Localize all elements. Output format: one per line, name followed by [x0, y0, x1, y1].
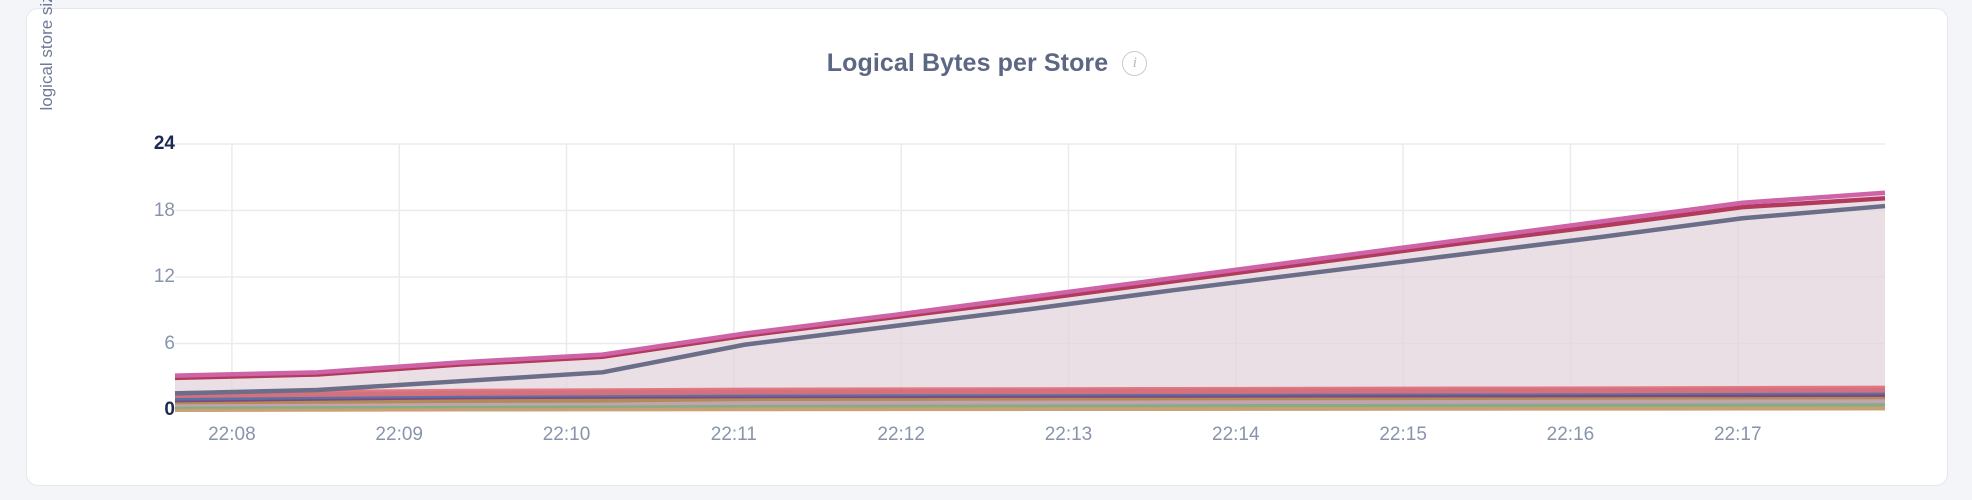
info-icon[interactable]: i	[1122, 51, 1147, 76]
screenshot-root: Logical Bytes per Store i logical store …	[0, 0, 1972, 500]
chart-card: Logical Bytes per Store i	[26, 8, 1948, 486]
chart-header: Logical Bytes per Store i	[27, 49, 1947, 78]
page-title: Logical Bytes per Store	[827, 49, 1109, 78]
